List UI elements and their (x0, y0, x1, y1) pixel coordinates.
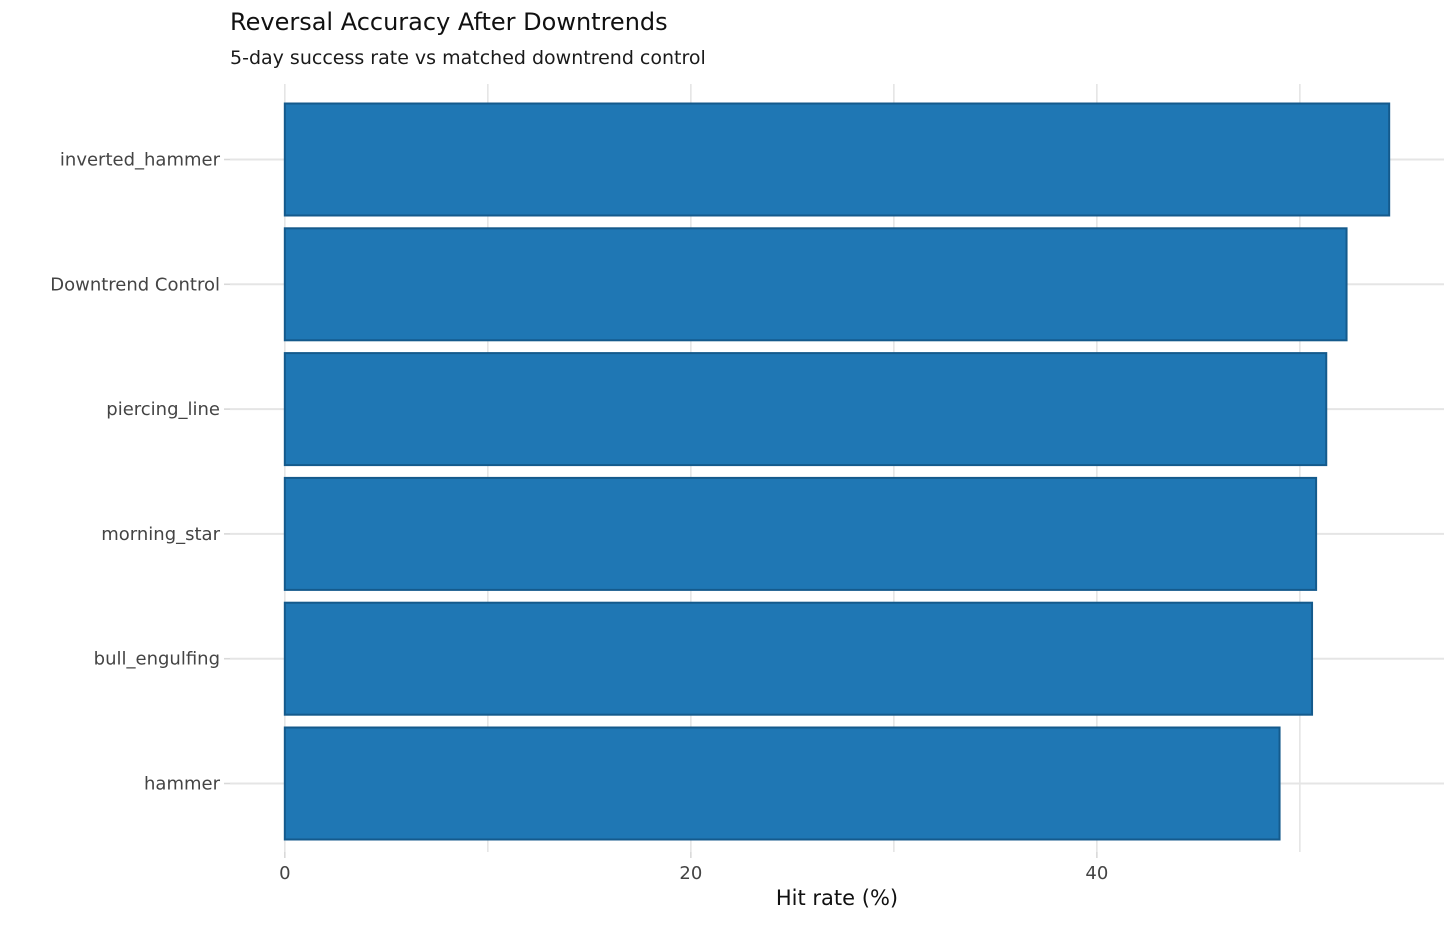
bar-hammer (283, 726, 1281, 841)
x-tick-label: 20 (679, 863, 702, 884)
y-category-label: bull_engulfing (94, 649, 220, 670)
x-tick-label: 0 (279, 863, 290, 884)
bar-inverted_hammer (283, 102, 1391, 217)
y-category-label: hammer (144, 774, 221, 795)
x-axis-title: Hit rate (%) (775, 886, 899, 910)
y-category-label: Downtrend Control (50, 274, 220, 295)
bar-morning_star (283, 476, 1318, 591)
bar-bull_engulfing (283, 601, 1314, 716)
y-category-label: inverted_hammer (60, 150, 221, 171)
bar-piercing_line (283, 352, 1328, 467)
chart-subtitle: 5-day success rate vs matched downtrend … (230, 47, 706, 69)
y-category-label: morning_star (101, 524, 220, 545)
x-tick-label: 40 (1085, 863, 1108, 884)
bar-Downtrend Control (283, 227, 1348, 342)
chart-title: Reversal Accuracy After Downtrends (230, 8, 668, 36)
y-category-label: piercing_line (106, 399, 220, 420)
